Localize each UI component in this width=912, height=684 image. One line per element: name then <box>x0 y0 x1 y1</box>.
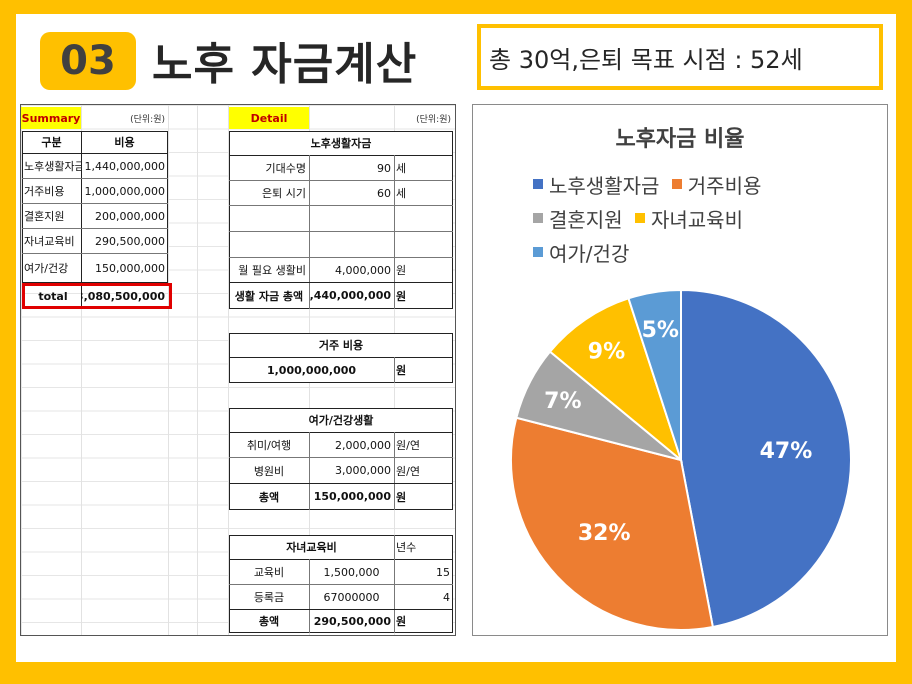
leisure-total-value: 150,000,000 <box>313 490 391 503</box>
legend-label: 거주비용 <box>687 173 762 198</box>
legend-label: 결혼지원 <box>549 207 623 232</box>
summary-row-value: 290,500,000 <box>95 234 165 248</box>
spreadsheet: Summary (단위:원) 구분 비용 노후생활자금 1,440,000,00… <box>20 104 456 636</box>
housing-table <box>229 333 453 383</box>
legend-item: 자녀교육비 <box>634 201 743 235</box>
summary-row-value: 1,000,000,000 <box>84 184 165 198</box>
total-highlight <box>22 283 172 309</box>
legend-item: 노후생활자금 <box>533 167 659 201</box>
pie-slice <box>548 297 684 463</box>
education-total-unit: 원 <box>396 615 407 628</box>
education-row-name: 등록금 <box>253 591 285 604</box>
living-fund-table <box>229 131 453 309</box>
detail-unit: (단위:원) <box>416 114 451 125</box>
summary-row-name: 거주비용 <box>24 185 65 198</box>
detail-label: Detail <box>229 107 309 129</box>
living-row-unit: 세 <box>396 187 407 200</box>
housing-unit: 원 <box>396 364 407 377</box>
summary-total-label: total <box>38 289 68 303</box>
summary-col-cost: 비용 <box>114 136 135 149</box>
legend-swatch <box>671 179 682 189</box>
page-title: 노후 자금계산 <box>152 39 418 90</box>
legend-swatch <box>634 213 645 223</box>
legend-swatch <box>533 247 543 257</box>
legend-item: 거주비용 <box>671 167 762 201</box>
legend-swatch <box>533 179 543 189</box>
chart-legend: 노후생활자금 거주비용 결혼지원 자녀교육비 여가/건강 <box>533 167 833 269</box>
legend-label: 노후생활자금 <box>549 173 660 198</box>
education-title: 자녀교육비 <box>286 541 337 554</box>
pie-slice <box>680 288 853 629</box>
education-row-name: 교육비 <box>253 566 285 579</box>
leisure-row-unit: 원/연 <box>396 464 420 478</box>
education-total-label: 총액 <box>258 615 280 628</box>
education-row-years: 15 <box>436 565 450 579</box>
living-row-value: 90 <box>377 161 391 175</box>
summary-col-category: 구분 <box>41 136 62 149</box>
summary-total-value: 3,080,500,000 <box>81 289 165 303</box>
living-row-value: 60 <box>377 186 391 200</box>
education-row-years: 4 <box>443 590 450 604</box>
living-total-label: 생활 자금 총액 <box>234 289 304 303</box>
pie-chart-panel: 노후자금 비율 노후생활자금 거주비용 결혼지원 자녀교육비 여가/건강 47%… <box>472 104 888 636</box>
education-row-value: 67000000 <box>323 590 380 604</box>
summary-unit: (단위:원) <box>130 114 165 125</box>
leisure-row-name: 취미/여행 <box>246 439 292 452</box>
living-total-unit: 원 <box>396 289 407 303</box>
living-fund-title: 노후생활자금 <box>310 137 372 150</box>
goal-text: 총 30억,은퇴 목표 시점 : 52세 <box>489 45 803 74</box>
pie-chart: 47% 32% 7% 9% 5% <box>510 288 853 631</box>
legend-swatch <box>533 213 543 223</box>
housing-title: 거주 비용 <box>318 339 364 352</box>
pie-slice <box>510 416 715 631</box>
living-row-name: 월 필요 생활비 <box>238 264 306 277</box>
pie-slice-label: 32% <box>578 521 631 546</box>
chart-title: 노후자금 비율 <box>615 127 745 152</box>
living-row-unit: 원 <box>396 264 407 277</box>
living-row-unit: 세 <box>396 162 407 175</box>
education-years-header: 년수 <box>396 541 417 554</box>
leisure-title: 여가/건강생활 <box>308 414 374 427</box>
housing-value: 1,000,000,000 <box>266 363 357 377</box>
summary-row-name: 노후생활자금 <box>24 160 81 173</box>
summary-row-value: 200,000,000 <box>95 209 165 223</box>
living-row-name: 은퇴 시기 <box>262 187 306 200</box>
summary-row-name: 자녀교육비 <box>24 235 75 248</box>
living-row-value: 4,000,000 <box>335 263 391 277</box>
education-total-value: 290,500,000 <box>313 614 391 628</box>
living-total-value: 1,440,000,000 <box>309 289 391 302</box>
legend-item: 결혼지원 <box>533 201 623 235</box>
summary-row-name: 결혼지원 <box>24 210 65 223</box>
leisure-row-name: 병원비 <box>253 464 285 478</box>
leisure-table <box>229 408 453 510</box>
summary-label: Summary <box>21 107 81 129</box>
leisure-total-unit: 원 <box>396 490 407 504</box>
pie-slice-label: 47% <box>760 439 813 464</box>
pie-slice-label: 9% <box>588 339 625 364</box>
education-row-value: 1,500,000 <box>323 565 380 579</box>
leisure-total-label: 총액 <box>258 490 280 504</box>
summary-table <box>22 131 168 283</box>
pie-slice-label: 7% <box>544 389 581 414</box>
leisure-row-unit: 원/연 <box>396 439 420 452</box>
legend-label: 자녀교육비 <box>650 207 743 232</box>
legend-item: 여가/건강 <box>533 235 629 269</box>
section-number-badge: 03 <box>40 32 136 90</box>
summary-row-value: 150,000,000 <box>95 261 165 275</box>
pie-slice-label: 5% <box>642 318 679 343</box>
summary-row-value: 1,440,000,000 <box>84 159 165 173</box>
legend-label: 여가/건강 <box>549 241 630 266</box>
leisure-row-value: 2,000,000 <box>335 438 391 452</box>
living-row-name: 기대수명 <box>265 162 306 175</box>
goal-callout: 총 30억,은퇴 목표 시점 : 52세 <box>477 24 883 90</box>
leisure-row-value: 3,000,000 <box>335 464 391 477</box>
summary-row-name: 여가/건강 <box>24 262 69 275</box>
pie-slice <box>627 288 682 461</box>
